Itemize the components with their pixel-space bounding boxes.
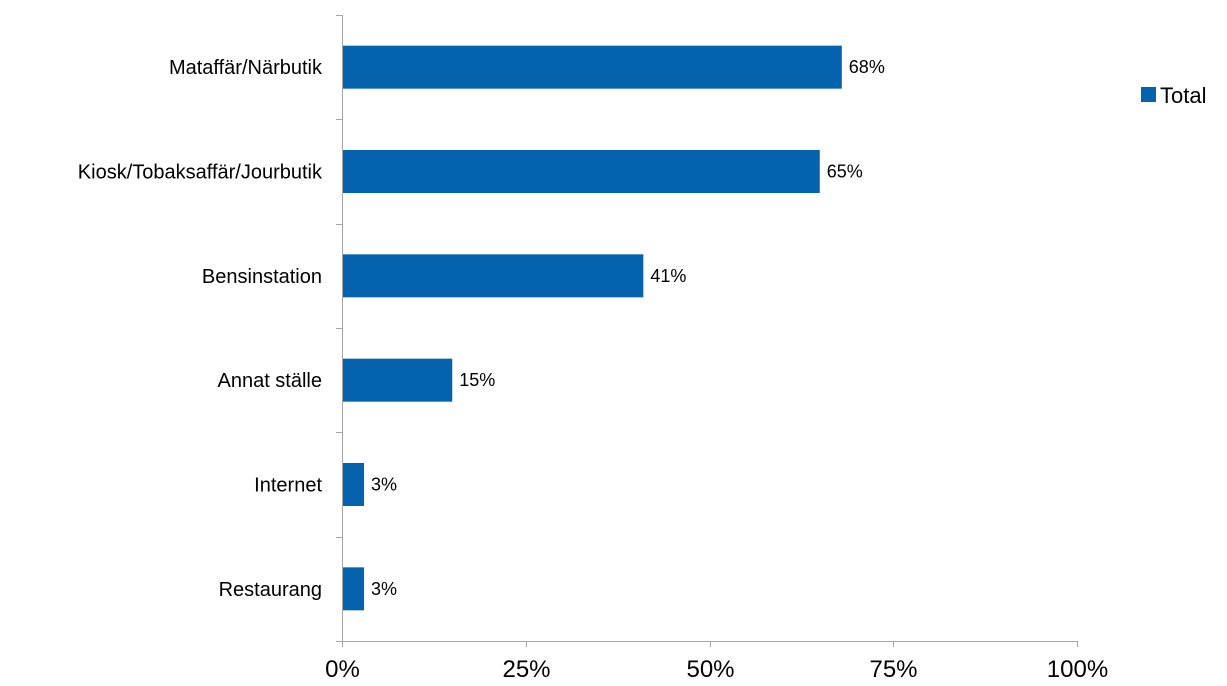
- category-label: Kiosk/Tobaksaffär/Jourbutik: [78, 162, 323, 184]
- legend-label: Total: [1160, 83, 1206, 108]
- data-label: 41%: [650, 266, 686, 286]
- bar: [343, 254, 644, 298]
- data-label: 15%: [459, 370, 495, 390]
- data-label: 65%: [827, 162, 863, 182]
- bar: [343, 45, 842, 89]
- x-tick-label: 75%: [869, 656, 917, 683]
- legend-swatch: [1141, 87, 1156, 102]
- bar: [343, 567, 365, 611]
- category-label: Annat ställe: [217, 370, 322, 392]
- category-label: Bensinstation: [202, 266, 322, 288]
- legend: Total: [1141, 83, 1206, 108]
- x-tick-label: 25%: [502, 656, 550, 683]
- bar: [343, 463, 365, 506]
- data-label: 68%: [849, 57, 885, 77]
- x-axis-ticks: 0% 25% 50% 75% 100%: [325, 641, 1108, 683]
- category-label: Restaurang: [219, 579, 322, 601]
- bar: [343, 150, 820, 193]
- data-label: 3%: [371, 475, 397, 495]
- category-label: Mataffär/Närbutik: [169, 57, 323, 79]
- bar: [343, 358, 453, 402]
- data-label: 3%: [371, 579, 397, 599]
- x-tick-label: 0%: [325, 656, 360, 683]
- bars: [343, 45, 842, 611]
- category-label: Internet: [254, 475, 322, 497]
- axes: [336, 15, 1077, 642]
- data-labels: 68% 65% 41% 15% 3% 3%: [371, 57, 885, 599]
- category-labels: Mataffär/Närbutik Kiosk/Tobaksaffär/Jourb…: [78, 57, 323, 601]
- x-tick-label: 50%: [686, 656, 734, 683]
- x-tick-label: 100%: [1047, 656, 1108, 683]
